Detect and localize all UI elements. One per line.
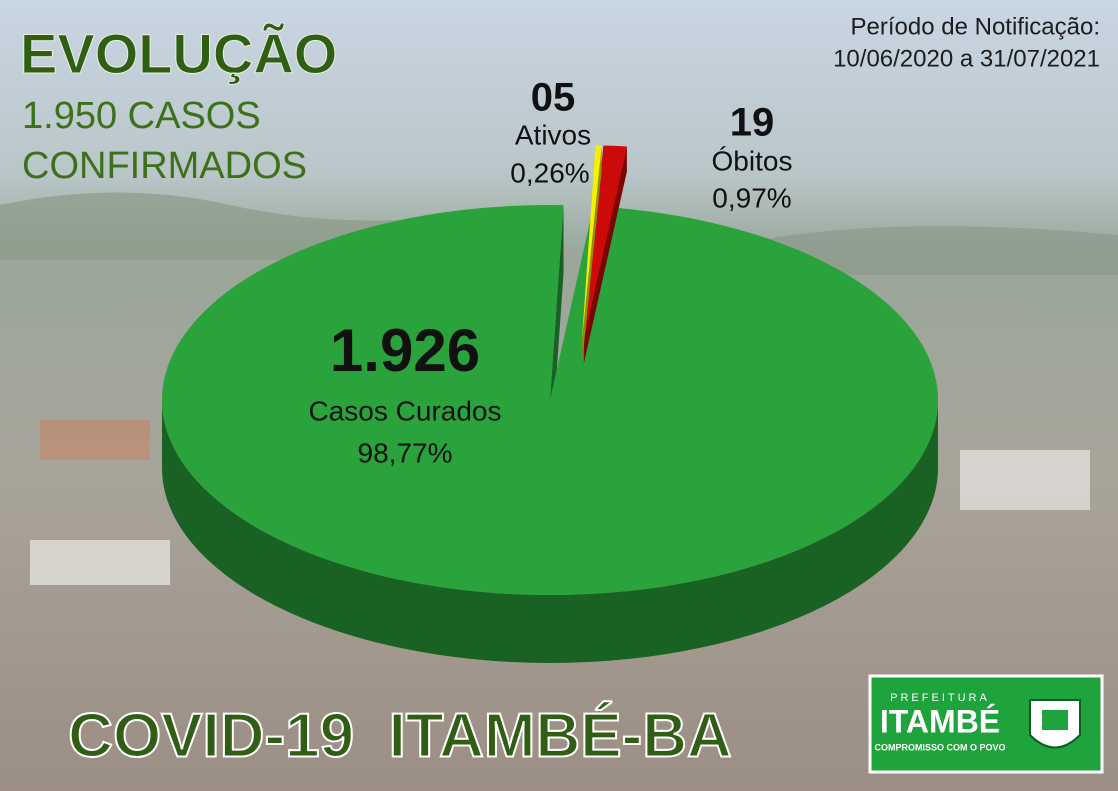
logo-shield-inner [1042, 710, 1068, 730]
slice [161, 205, 938, 595]
category-label: Ativos [515, 119, 591, 150]
slice-side [583, 155, 628, 351]
slice-side [581, 149, 602, 345]
slice [583, 145, 628, 341]
slice-side [581, 155, 602, 351]
logo-name: ITAMBÉ [880, 703, 1000, 739]
slice-side [583, 169, 628, 365]
title: EVOLUÇÃO [20, 22, 337, 85]
slice-side [581, 167, 602, 363]
slice-side [583, 153, 628, 349]
category-label: Casos Curados [309, 395, 502, 426]
slice-side [581, 165, 602, 361]
percent-label: 0,97% [712, 182, 791, 213]
logo: PREFEITURA ITAMBÉ COMPROMISSO COM O POVO [868, 674, 1104, 774]
slice-side [581, 153, 602, 349]
slice-side [581, 151, 602, 347]
slice-side [583, 163, 628, 359]
building [30, 540, 170, 585]
labels: EVOLUÇÃO 1.950 CASOS CONFIRMADOS Período… [20, 13, 1101, 771]
building [960, 450, 1090, 510]
slice-side [583, 159, 628, 355]
logo-motto: COMPROMISSO COM O POVO [874, 742, 1005, 752]
mountains [760, 226, 1118, 275]
subtitle: 1.950 CASOS [22, 95, 261, 137]
slice-side [583, 161, 628, 357]
percent-label: 0,26% [510, 157, 589, 188]
slice-side [583, 151, 628, 347]
slice-side [581, 169, 602, 365]
slice-side [162, 400, 938, 663]
slice-side [583, 147, 628, 343]
value-label: 1.926 [330, 317, 480, 384]
slice-side [581, 147, 602, 343]
slice-side [581, 163, 602, 359]
value-label: 05 [531, 76, 576, 120]
period: 10/06/2020 a 31/07/2021 [833, 45, 1100, 72]
slice-side [583, 165, 628, 361]
slice-side [581, 161, 602, 357]
period-label: Período de Notificação: [851, 13, 1100, 40]
roof [40, 420, 150, 460]
subtitle: CONFIRMADOS [22, 145, 307, 187]
footer: COVID-19 ITAMBÉ-BA [68, 701, 732, 770]
pie [161, 145, 938, 663]
category-label: Óbitos [712, 145, 793, 176]
slice-side [583, 149, 628, 345]
slice-side [583, 157, 628, 353]
slice-side [581, 159, 602, 355]
slice-side [583, 167, 628, 363]
percent-label: 98,77% [358, 437, 453, 468]
value-label: 19 [730, 101, 775, 145]
slice [581, 145, 602, 341]
logo-top: PREFEITURA [890, 692, 990, 704]
slice-side [581, 157, 602, 353]
